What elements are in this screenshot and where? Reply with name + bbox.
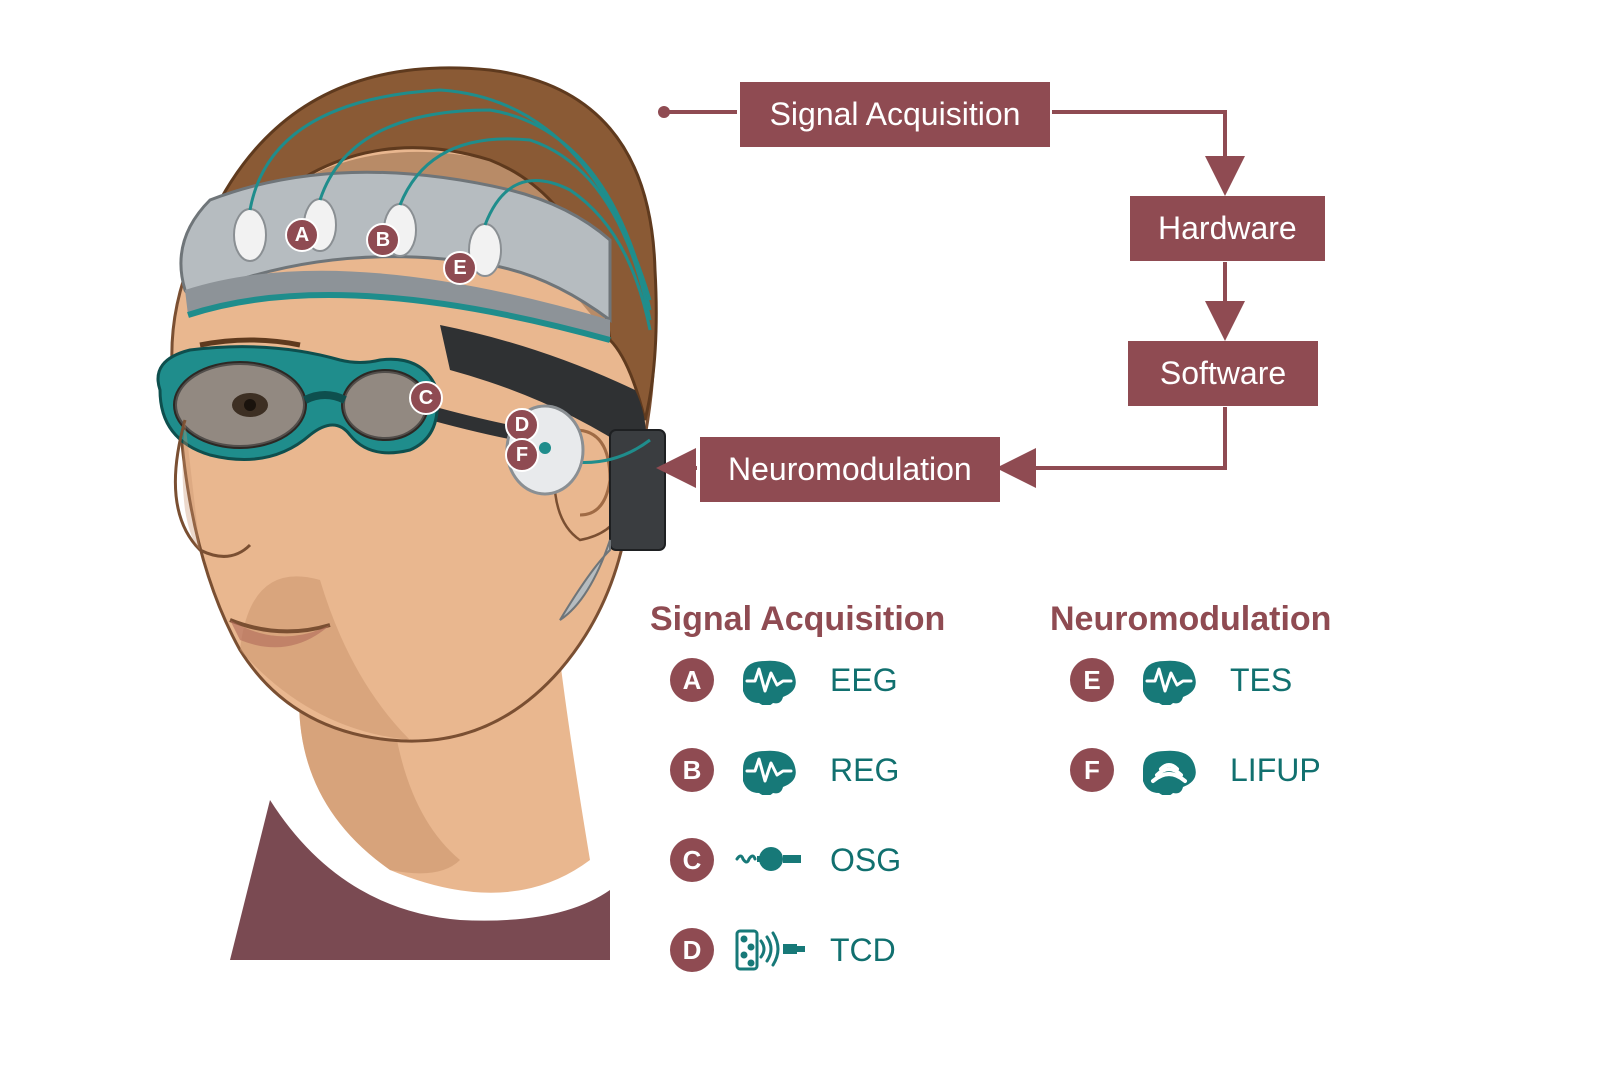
legend-badge: D (670, 928, 714, 972)
legend-row-d: D TCD (670, 925, 896, 975)
legend-badge: B (670, 748, 714, 792)
legend-label: TES (1230, 662, 1292, 699)
legend-badge: F (1070, 748, 1114, 792)
probe-wave-icon (732, 835, 812, 885)
head-badge-d: D (505, 408, 539, 442)
brain-ultra-icon (1132, 745, 1212, 795)
head-badge-e: E (443, 251, 477, 285)
head-badge-b: B (366, 223, 400, 257)
brain-wave-icon (732, 655, 812, 705)
legend-label: REG (830, 752, 899, 789)
legend-row-e: E TES (1070, 655, 1292, 705)
head-badge-c: C (409, 381, 443, 415)
head-badge-a: A (285, 218, 319, 252)
legend-row-c: C OSG (670, 835, 901, 885)
brain-wave-icon (732, 745, 812, 795)
legend-heading-neuro: Neuromodulation (1050, 600, 1331, 639)
legend-row-f: F LIFUP (1070, 745, 1321, 795)
flow-box-signal-acquisition: Signal Acquisition (740, 82, 1050, 147)
legend-badge: A (670, 658, 714, 702)
legend-badge: C (670, 838, 714, 882)
flow-box-hardware: Hardware (1130, 196, 1325, 261)
legend-row-b: B REG (670, 745, 899, 795)
legend-label: EEG (830, 662, 898, 699)
brain-wave-icon (1132, 655, 1212, 705)
legend-label: OSG (830, 842, 901, 879)
legend-badge: E (1070, 658, 1114, 702)
head-illustration (90, 40, 680, 960)
legend-label: TCD (830, 932, 896, 969)
flow-box-neuromodulation: Neuromodulation (700, 437, 1000, 502)
legend-row-a: A EEG (670, 655, 898, 705)
vessel-probe-icon (732, 925, 812, 975)
legend-heading-signal: Signal Acquisition (650, 600, 945, 639)
legend-label: LIFUP (1230, 752, 1321, 789)
flow-box-software: Software (1128, 341, 1318, 406)
head-badge-f: F (505, 438, 539, 472)
